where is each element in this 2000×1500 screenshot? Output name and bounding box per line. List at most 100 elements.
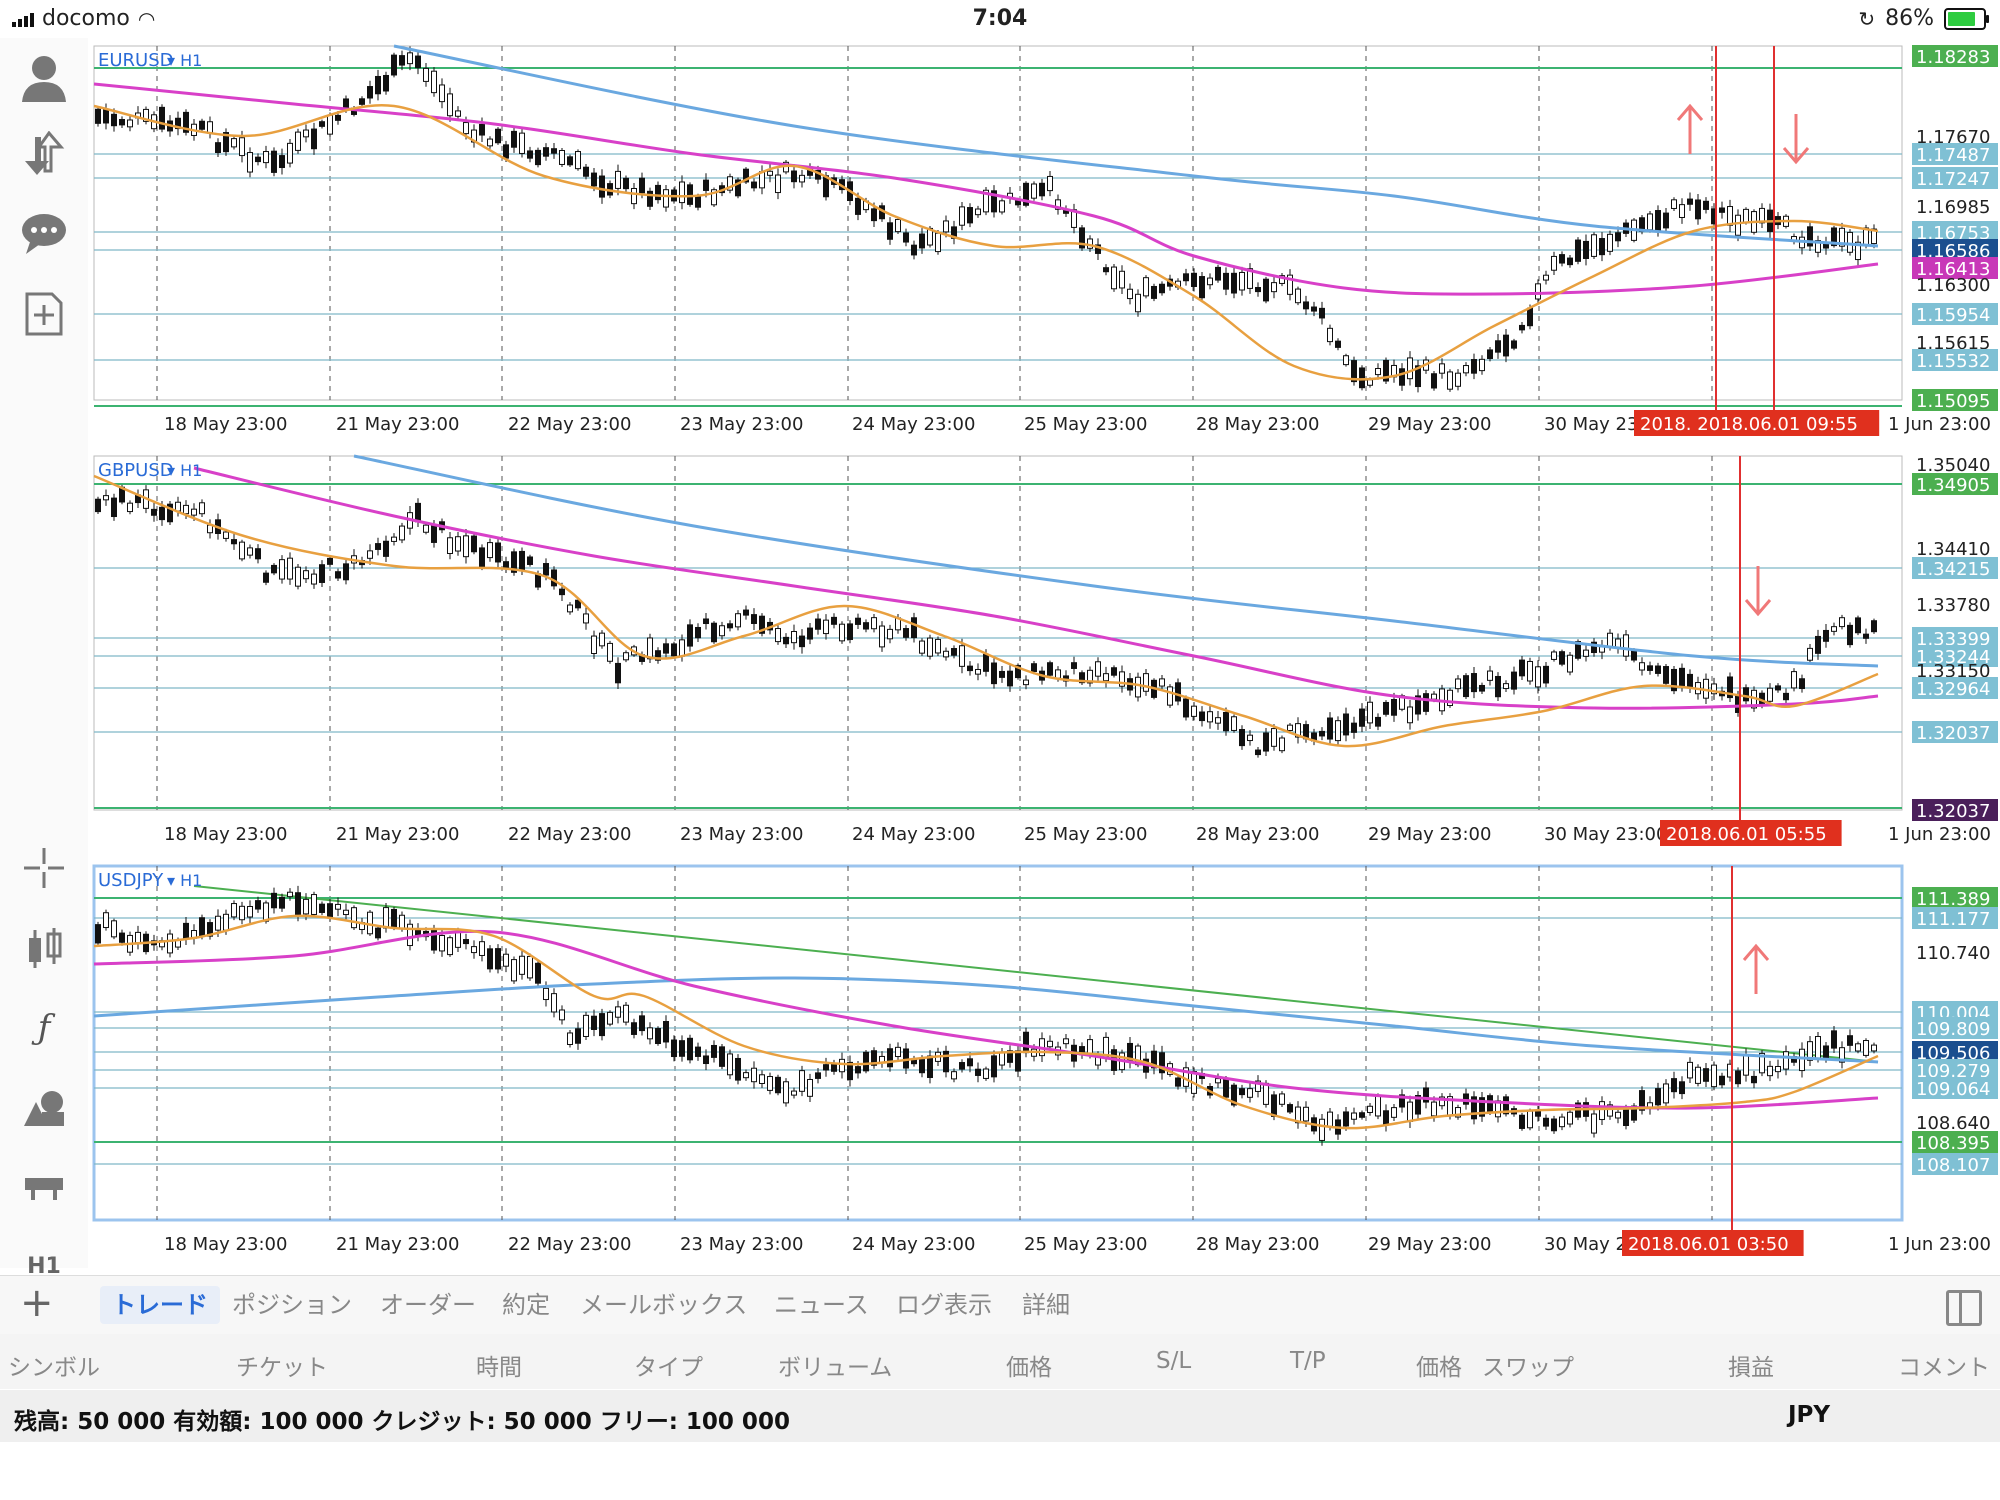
candle-body [519,955,525,975]
candle-body [151,508,157,516]
candle-body [255,156,261,163]
candle-body [999,670,1005,678]
user-icon[interactable] [14,48,74,108]
candle-body [1623,634,1629,657]
candle-body [735,179,741,197]
candle-body [687,624,693,647]
candle-body [1143,673,1149,692]
candle-body [1735,1070,1741,1085]
layout-icon[interactable] [1946,1290,1982,1326]
candle-body [431,524,437,543]
col-comment[interactable]: コメント [1898,1355,1990,1381]
col-ticket[interactable]: チケット [236,1355,328,1381]
col-profit[interactable]: 損益 [1728,1355,1774,1381]
chat-icon[interactable] [14,204,74,264]
candle-body [303,129,309,138]
candle-body [623,652,629,661]
col-type[interactable]: タイプ [634,1355,703,1381]
candle-body [927,637,933,657]
candle-body [975,208,981,216]
trend-line [193,885,1879,1063]
candle-body [471,946,477,954]
candle-body [1039,182,1045,197]
candle-body [959,206,965,226]
col-tp[interactable]: T/P [1290,1348,1326,1374]
crosshair-time-label: 2018.06.01 03:50 [1628,1234,1789,1255]
candle-body [1095,244,1101,254]
candle-body [1199,276,1205,299]
crosshair-icon[interactable] [14,838,74,898]
col-swap[interactable]: スワップ [1482,1355,1574,1381]
candle-body [1487,1095,1493,1114]
chart-usdjpy[interactable]: USDJPY ▾ H1 111.389 111.177 110.740 110.004 10… [92,860,2000,1270]
date-axis-label: 29 May 23:00 [1368,824,1491,845]
candle-body [1487,670,1493,681]
add-button[interactable]: + [20,1280,54,1326]
transfer-icon[interactable] [14,124,74,184]
candle-body [663,1021,669,1043]
candle-body [495,128,501,144]
candle-body [743,609,749,616]
price-axis-tick: 1.17670 [1916,127,1990,148]
usdjpy-chart-svg[interactable]: USDJPY ▾ H1111.389111.177110.740110.00410… [92,860,2000,1270]
col-sl[interactable]: S/L [1156,1348,1192,1374]
moving-average-fast [93,103,1879,381]
tab-trade[interactable]: トレード [100,1286,220,1324]
candle-body [711,1044,717,1058]
price-label: 108.107 [1916,1155,1990,1176]
candle-body [895,218,901,233]
chart-gbpusd[interactable]: GBPUSD ▾ H1 1.35040 1.34905 1.34410 1.34215 1.… [92,450,2000,860]
candle-body [1479,358,1485,372]
candle-body [1607,1104,1613,1117]
shapes-icon[interactable] [14,1078,74,1138]
tab-positions[interactable]: ポジション [232,1291,352,1319]
candle-body [1247,268,1253,289]
candle-body [207,524,213,534]
col-price-current[interactable]: 価格 [1416,1355,1462,1381]
candle-body [311,894,317,915]
moving-average-mid [93,929,1879,1110]
tab-details[interactable]: 詳細 [1022,1291,1070,1319]
add-document-icon[interactable] [14,284,74,344]
col-volume[interactable]: ボリューム [778,1355,893,1381]
candle-body [231,539,237,545]
tab-mailbox[interactable]: メールボックス [580,1291,748,1319]
candle-body [1735,214,1741,236]
col-price[interactable]: 価格 [1006,1355,1052,1381]
chart-eurusd[interactable]: EURUSD ▾ H1 1.18283 1.17670 1.17487 1.17247 1.… [92,40,2000,450]
tab-journal[interactable]: ログ表示 [896,1291,992,1319]
candle-body [287,891,293,898]
candle-body [335,903,341,910]
candle-body [919,640,925,654]
candle-body [1703,200,1709,210]
candle-body [583,166,589,177]
moving-average-slow [393,44,1879,248]
candle-body [839,623,845,642]
candle-body [1511,340,1517,349]
candle-body [1743,687,1749,702]
date-axis-label: 22 May 23:00 [508,824,631,845]
templates-icon[interactable] [14,1158,74,1218]
price-label: 109.809 [1916,1019,1990,1040]
candle-body [263,572,269,583]
tab-news[interactable]: ニュース [774,1291,869,1319]
tab-orders[interactable]: オーダー [380,1291,476,1319]
candle-body [1047,1040,1053,1048]
col-symbol[interactable]: シンボル [8,1355,100,1381]
price-label-box [1912,239,1998,261]
candlestick-icon[interactable] [14,918,74,978]
candle-body [735,613,741,628]
candle-body [1823,629,1829,642]
function-icon[interactable]: ƒ [37,1008,51,1048]
col-time[interactable]: 時間 [476,1355,522,1381]
candle-body [239,905,245,921]
price-label-box [1912,303,1998,325]
candle-body [639,177,645,194]
timeframe-button[interactable]: H1 [27,1253,61,1279]
candle-body [1215,717,1221,724]
candle-body [311,573,317,585]
tab-deals[interactable]: 約定 [502,1291,550,1319]
candle-body [1263,732,1269,752]
